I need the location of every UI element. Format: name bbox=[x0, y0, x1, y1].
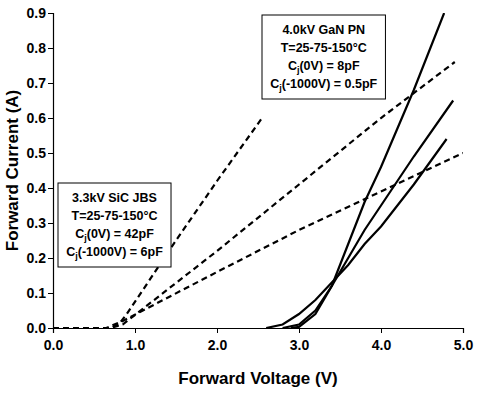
x-tick-label: 0.0 bbox=[44, 337, 64, 353]
y-tick-label: 0.9 bbox=[27, 5, 47, 21]
y-tick-mark bbox=[48, 83, 53, 84]
x-tick-label: 2.0 bbox=[208, 337, 228, 353]
y-tick: 0.5 bbox=[27, 145, 53, 161]
series-line bbox=[53, 62, 455, 328]
x-tick: 3.0 bbox=[290, 328, 310, 353]
y-tick: 0.2 bbox=[27, 250, 53, 266]
annotation-text: T=25-75-150°C bbox=[281, 41, 367, 55]
annotation: 3.3kV SiC JBS T=25-75-150°C Cj(0V) = 42pF C… bbox=[58, 183, 171, 267]
y-tick-label: 0.8 bbox=[27, 40, 47, 56]
y-tick-mark bbox=[48, 118, 53, 119]
y-tick: 0.0 bbox=[27, 320, 53, 336]
chart: 0.01.02.03.04.05.00.00.10.20.30.40.50.60… bbox=[0, 0, 477, 394]
x-tick-label: 5.0 bbox=[454, 337, 474, 353]
y-axis-line bbox=[48, 14, 54, 329]
annotation-text: 3.3kV SiC JBS bbox=[72, 191, 157, 205]
annotation-text: Cj(-1000V) = 6pF bbox=[66, 245, 163, 261]
y-tick: 0.1 bbox=[27, 285, 53, 301]
annotation-text: Cj(0V) = 42pF bbox=[75, 227, 154, 243]
annotation-text: Cj(-1000V) = 0.5pF bbox=[270, 77, 377, 93]
x-tick-label: 4.0 bbox=[372, 337, 392, 353]
x-tick-label: 3.0 bbox=[290, 337, 310, 353]
annotation-box bbox=[262, 15, 385, 99]
y-tick-label: 0.4 bbox=[27, 180, 47, 196]
plot-area bbox=[53, 13, 463, 328]
series-line bbox=[283, 101, 454, 329]
x-tick: 1.0 bbox=[126, 328, 146, 353]
y-tick-label: 0.3 bbox=[27, 215, 47, 231]
x-tick-mark bbox=[381, 328, 382, 333]
y-axis: 0.0 0.1 0.2 0.3 0.4 0.5 0.6 0.7 0.8 0.9 bbox=[27, 5, 54, 336]
y-tick-label: 0.7 bbox=[27, 75, 47, 91]
y-axis-title: Forward Current (A) bbox=[3, 90, 22, 252]
y-tick-mark bbox=[48, 258, 53, 259]
y-tick-mark bbox=[48, 188, 53, 189]
y-tick-label: 0.2 bbox=[27, 250, 47, 266]
x-tick: 4.0 bbox=[372, 328, 392, 353]
x-axis-title: Forward Voltage (V) bbox=[178, 369, 337, 388]
y-tick-mark bbox=[48, 328, 53, 329]
x-tick-mark bbox=[217, 328, 218, 333]
y-tick-mark bbox=[48, 223, 53, 224]
series-line bbox=[53, 153, 463, 328]
y-tick: 0.9 bbox=[27, 5, 53, 21]
annotation: 4.0kV GaN PN T=25-75-150°C Cj(0V) = 8pF Cj(… bbox=[262, 15, 385, 99]
x-tick: 2.0 bbox=[208, 328, 228, 353]
x-axis-line bbox=[54, 329, 464, 334]
annotation-box bbox=[58, 183, 171, 267]
y-tick-mark bbox=[48, 293, 53, 294]
y-tick-mark bbox=[48, 48, 53, 49]
y-tick-label: 0.6 bbox=[27, 110, 47, 126]
annotation-text: T=25-75-150°C bbox=[72, 209, 158, 223]
x-tick: 0.0 bbox=[44, 328, 64, 353]
annotation-text: 4.0kV GaN PN bbox=[282, 23, 365, 37]
x-tick-mark bbox=[299, 328, 300, 333]
y-tick-mark bbox=[48, 13, 53, 14]
x-tick-label: 1.0 bbox=[126, 337, 146, 353]
x-axis: 0.0 1.0 2.0 3.0 4.0 5.0 bbox=[44, 328, 474, 353]
series-line bbox=[266, 139, 446, 328]
y-tick: 0.7 bbox=[27, 75, 53, 91]
y-tick: 0.6 bbox=[27, 110, 53, 126]
y-tick: 0.4 bbox=[27, 180, 53, 196]
x-tick-mark bbox=[463, 328, 464, 333]
y-tick-label: 0.0 bbox=[27, 320, 47, 336]
x-tick: 5.0 bbox=[454, 328, 474, 353]
y-tick-mark bbox=[48, 153, 53, 154]
y-tick-label: 0.1 bbox=[27, 285, 47, 301]
annotation-text: Cj(0V) = 8pF bbox=[288, 59, 360, 75]
y-tick-label: 0.5 bbox=[27, 145, 47, 161]
y-tick: 0.8 bbox=[27, 40, 53, 56]
x-tick-mark bbox=[135, 328, 136, 333]
y-tick: 0.3 bbox=[27, 215, 53, 231]
